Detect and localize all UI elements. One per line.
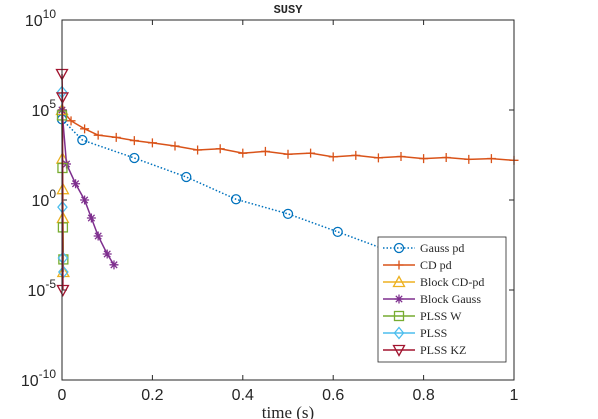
marker — [230, 194, 242, 205]
marker — [306, 148, 316, 158]
marker — [77, 134, 88, 146]
legend-label: Block Gauss — [420, 292, 481, 306]
marker — [260, 146, 270, 156]
x-tick-label: 0.4 — [232, 387, 254, 404]
marker — [392, 344, 406, 357]
marker — [351, 150, 361, 160]
legend-label: PLSS KZ — [420, 343, 466, 357]
legend-label: Block CD-pd — [420, 275, 484, 289]
marker — [80, 195, 90, 205]
marker — [109, 260, 119, 270]
marker — [86, 213, 96, 223]
marker — [93, 231, 103, 241]
marker — [393, 310, 405, 322]
marker — [373, 153, 383, 163]
y-tick-label: 105 — [32, 97, 57, 120]
marker — [393, 242, 405, 254]
marker — [332, 226, 343, 238]
marker — [215, 144, 225, 154]
marker — [486, 154, 496, 164]
marker — [147, 138, 157, 148]
marker — [80, 124, 90, 134]
legend-label: PLSS — [420, 326, 447, 340]
y-tick-label: 100 — [32, 187, 57, 210]
marker — [238, 148, 248, 158]
marker — [129, 152, 140, 164]
marker — [193, 145, 203, 155]
marker — [441, 152, 451, 162]
marker — [66, 116, 76, 126]
legend-label: CD pd — [420, 258, 452, 272]
marker — [102, 249, 112, 259]
marker — [396, 152, 406, 162]
x-tick-label: 0.2 — [141, 387, 163, 404]
marker — [393, 326, 405, 340]
y-tick-label: 1010 — [25, 7, 56, 30]
axes-box — [61, 19, 515, 381]
series-line — [61, 109, 115, 266]
legend-label: PLSS W — [420, 309, 462, 323]
x-axis-label: time (s) — [262, 403, 314, 419]
x-tick-label: 0.8 — [412, 387, 434, 404]
marker — [394, 260, 404, 270]
marker — [129, 136, 139, 146]
marker — [419, 154, 429, 164]
marker — [181, 171, 192, 183]
marker — [111, 132, 121, 142]
marker — [394, 294, 404, 304]
marker — [71, 179, 81, 189]
x-tick-label: 1 — [510, 387, 519, 404]
marker — [282, 208, 294, 220]
marker — [464, 154, 474, 164]
x-tick-label: 0.6 — [322, 387, 344, 404]
marker — [392, 275, 406, 288]
legend-label: Gauss pd — [420, 241, 464, 255]
marker — [56, 284, 70, 297]
marker — [283, 149, 293, 159]
chart-title: SUSY — [274, 3, 304, 17]
marker — [170, 141, 180, 151]
series-line — [61, 118, 388, 252]
x-tick-label: 0 — [58, 387, 67, 404]
y-tick-label: 10-5 — [28, 277, 57, 300]
marker — [93, 130, 103, 140]
y-tick-label: 10-10 — [21, 367, 56, 390]
marker — [328, 152, 338, 162]
